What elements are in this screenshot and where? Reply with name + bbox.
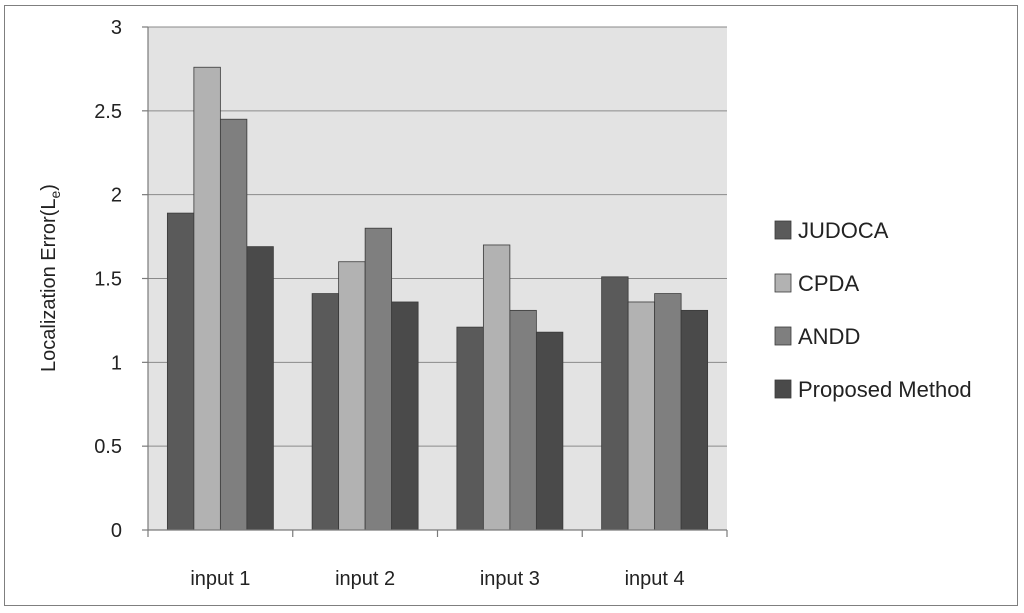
legend-swatch-andd [774, 326, 792, 346]
y-tick-label: 1.5 [94, 269, 122, 291]
bar-judoca-input-3 [456, 326, 484, 531]
x-tick-label: input 2 [335, 568, 395, 590]
legend: JUDOCA CPDA ANDD Proposed Method [774, 218, 972, 402]
y-axis-title-subscript: e [47, 191, 63, 199]
bar-cpda-input-2 [338, 261, 366, 531]
y-axis-title-close: ) [38, 184, 60, 191]
y-tick-label: 3 [111, 17, 122, 39]
bar-andd-input-1 [219, 118, 248, 531]
legend-swatch-cpda [774, 273, 792, 293]
bar-andd-input-3 [509, 309, 537, 531]
bars [166, 66, 709, 531]
legend-label: Proposed Method [798, 377, 972, 402]
bar-cpda-input-1 [193, 66, 221, 531]
axes [142, 26, 728, 537]
legend-label: JUDOCA [798, 218, 889, 243]
bar-cpda-input-3 [482, 244, 511, 531]
bar-proposed-method-input-1 [246, 246, 274, 531]
y-tick-label: 2 [111, 185, 122, 207]
x-tick-label: input 1 [190, 568, 250, 590]
bar-judoca-input-1 [166, 212, 195, 531]
y-tick-label: 0.5 [94, 436, 122, 458]
y-axis-title: Localization Error(Le) [38, 184, 63, 372]
bar-judoca-input-4 [601, 276, 629, 531]
legend-label: CPDA [798, 271, 859, 296]
bar-andd-input-2 [364, 227, 393, 531]
bar-judoca-input-2 [311, 293, 340, 531]
y-tick-label: 1 [111, 352, 122, 374]
bar-cpda-input-4 [627, 301, 656, 531]
legend-swatch-proposed-method [774, 379, 792, 399]
bar-proposed-method-input-4 [680, 309, 709, 531]
bar-proposed-method-input-2 [391, 301, 419, 531]
bar-andd-input-4 [654, 293, 682, 531]
legend-swatch-judoca [774, 220, 792, 240]
y-tick-label: 0 [111, 520, 122, 542]
x-tick-label: input 3 [480, 568, 540, 590]
y-tick-labels: 0 0.5 1 1.5 2 2.5 3 [94, 17, 122, 542]
legend-label: ANDD [798, 324, 860, 349]
bar-proposed-method-input-3 [535, 331, 564, 531]
y-axis-title-main: Localization Error(L [38, 199, 60, 372]
x-tick-labels: input 1 input 2 input 3 input 4 [190, 568, 684, 590]
y-tick-label: 2.5 [94, 101, 122, 123]
x-tick-label: input 4 [625, 568, 685, 590]
